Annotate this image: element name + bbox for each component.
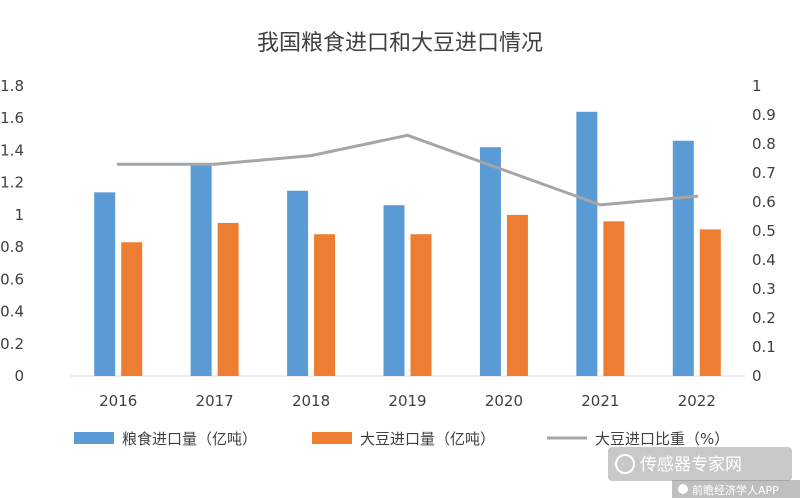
legend: 粮食进口量（亿吨） 大豆进口量（亿吨） 大豆进口比重（%） bbox=[74, 430, 729, 448]
y-right-tick-label: 0.3 bbox=[752, 280, 776, 298]
watermark-bottom: 前瞻经济学人APP bbox=[692, 483, 779, 497]
y-left-tick-label: 0.2 bbox=[0, 335, 24, 353]
soybean-import-bar bbox=[314, 234, 336, 376]
y-right-tick-label: 0 bbox=[752, 367, 762, 385]
y-left-tick-label: 0.6 bbox=[0, 270, 24, 288]
legend-label: 粮食进口量（亿吨） bbox=[122, 430, 257, 448]
y-left-tick-label: 1.4 bbox=[0, 141, 24, 159]
y-left-tick-label: 0 bbox=[14, 367, 24, 385]
watermark-top-bg bbox=[608, 447, 792, 481]
soybean-share-point bbox=[598, 203, 602, 207]
soybean-share-point bbox=[695, 194, 699, 198]
y-left-tick-label: 1.8 bbox=[0, 77, 24, 95]
y-right-tick-label: 0.5 bbox=[752, 222, 776, 240]
y-right-tick-label: 0.9 bbox=[752, 106, 776, 124]
chat-logo-icon bbox=[615, 454, 635, 474]
soybean-import-bar bbox=[699, 229, 721, 376]
x-tick-label: 2017 bbox=[196, 392, 234, 410]
grain-import-bar bbox=[94, 192, 116, 376]
soybean-share-point bbox=[116, 162, 120, 166]
watermark-top: 传感器专家网 bbox=[640, 455, 742, 475]
y-left-tick-label: 1.2 bbox=[0, 174, 24, 192]
y-left-tick-label: 0.4 bbox=[0, 303, 24, 321]
grain-import-bar bbox=[287, 190, 309, 376]
y-right-tick-label: 0.6 bbox=[752, 193, 776, 211]
watermark-area: 传感器专家网 前瞻经济学人APP bbox=[608, 447, 800, 498]
soybean-import-bar bbox=[121, 242, 143, 376]
y-left-tick-label: 1 bbox=[14, 206, 24, 224]
soybean-share-point bbox=[309, 154, 313, 158]
plot-area: 0 0.2 0.4 0.6 0.8 1 1.2 1.4 1.6 1.8 0 0.1 0.2 0.3 0.4 0… bbox=[0, 77, 776, 410]
grain-import-bar bbox=[479, 147, 501, 376]
legend-label: 大豆进口比重（%） bbox=[595, 430, 729, 448]
x-tick-label: 2018 bbox=[292, 392, 330, 410]
legend-swatch bbox=[74, 432, 114, 444]
x-tick-label: 2021 bbox=[581, 392, 619, 410]
y-right-tick-label: 0.1 bbox=[752, 338, 776, 356]
soybean-share-point bbox=[213, 162, 217, 166]
y-right-tick-label: 0.4 bbox=[752, 251, 776, 269]
x-tick-label: 2022 bbox=[678, 392, 716, 410]
chart-title: 我国粮食进口和大豆进口情况 bbox=[257, 31, 543, 56]
soybean-import-bar bbox=[603, 221, 625, 376]
soybean-import-bar bbox=[410, 234, 432, 376]
x-tick-label: 2016 bbox=[99, 392, 137, 410]
grain-import-bar bbox=[383, 205, 405, 376]
y-right-tick-label: 0.7 bbox=[752, 164, 776, 182]
soybean-import-bar bbox=[506, 214, 528, 376]
y-right-tick-label: 1 bbox=[752, 77, 762, 95]
soybean-share-point bbox=[502, 168, 506, 172]
legend-label: 大豆进口量（亿吨） bbox=[360, 430, 495, 448]
grain-import-bar bbox=[576, 111, 598, 377]
x-tick-label: 2019 bbox=[388, 392, 426, 410]
watermark-bottom-bg bbox=[672, 480, 800, 498]
y-left-tick-label: 1.6 bbox=[0, 109, 24, 127]
brand-logo-icon bbox=[678, 484, 688, 494]
soybean-share-point bbox=[406, 133, 409, 137]
grain-import-bar bbox=[672, 140, 694, 376]
y-left-tick-label: 0.8 bbox=[0, 238, 24, 256]
grain-import-bar bbox=[190, 164, 212, 376]
soybean-import-bar bbox=[217, 222, 239, 376]
legend-swatch bbox=[312, 432, 352, 444]
y-right-tick-label: 0.2 bbox=[752, 309, 776, 327]
y-right-tick-label: 0.8 bbox=[752, 135, 776, 153]
x-tick-label: 2020 bbox=[485, 392, 523, 410]
